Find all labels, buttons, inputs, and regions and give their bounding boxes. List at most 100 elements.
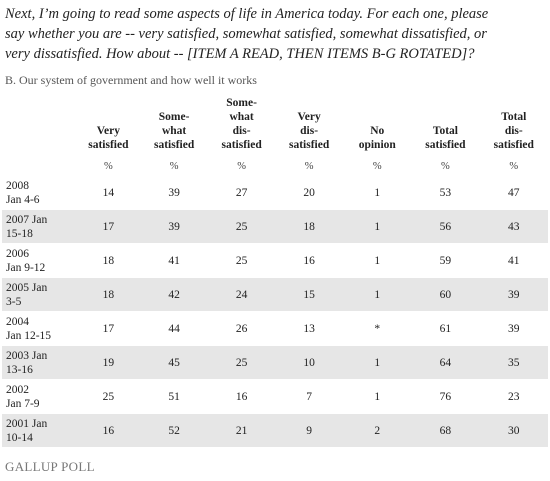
- header-line: No: [370, 125, 385, 137]
- value-cell: 25: [208, 209, 275, 244]
- header-line: Very: [96, 125, 120, 137]
- value-cell: 18: [274, 209, 344, 244]
- value-cell: 59: [411, 243, 480, 278]
- column-header: Total satisfied: [411, 96, 479, 157]
- header-line: satisfied: [288, 139, 330, 151]
- value-cell: 14: [76, 175, 140, 210]
- value-cell: 19: [76, 345, 140, 380]
- value-cell: 16: [76, 413, 140, 447]
- row-label: 2003 Jan 13-16: [2, 345, 77, 380]
- value-cell: 45: [139, 345, 209, 380]
- value-cell: 17: [76, 311, 140, 346]
- value-cell: 1: [343, 243, 412, 278]
- value-cell: 2: [343, 413, 412, 447]
- value-cell: 7: [274, 379, 344, 414]
- question-line: Next, I’m going to read some aspects of …: [5, 6, 489, 22]
- value-cell: 16: [208, 379, 275, 414]
- header-line: satisfied: [88, 139, 129, 151]
- header-line: satisfied: [425, 139, 466, 151]
- header-line: Some-: [158, 111, 190, 123]
- row-label-line: 2002: [6, 383, 29, 396]
- header-line: Some-: [226, 97, 257, 109]
- value-cell: 47: [479, 175, 548, 210]
- value-cell: 64: [411, 345, 480, 380]
- data-row: 2004 Jan 12-15 17 44 26 13 * 61 39: [2, 311, 548, 346]
- header-line: what: [161, 125, 187, 137]
- row-label-line: 15-18: [6, 227, 33, 240]
- column-header: Very satisfied: [77, 96, 140, 157]
- header-line: what: [229, 111, 254, 123]
- question: Next, I’m going to read some aspects of …: [5, 4, 547, 64]
- header-line: Total: [501, 111, 527, 123]
- question-line: say whether you are -- very satisfied, s…: [5, 26, 487, 42]
- value-cell: 23: [479, 379, 548, 414]
- unit-row: %%%%%%%: [2, 156, 548, 176]
- header-line: dis-: [232, 125, 251, 137]
- header-row: Very satisfied Some-what satisfied Some-what…: [2, 96, 548, 157]
- results-table: Very satisfied Some-what satisfied Some-what…: [2, 96, 548, 447]
- value-cell: 56: [411, 209, 480, 244]
- value-cell: 41: [479, 243, 548, 278]
- value-cell: 24: [208, 277, 275, 312]
- header-line: dis-: [300, 125, 319, 137]
- value-cell: 76: [411, 379, 480, 414]
- row-label-line: 2006: [6, 247, 29, 260]
- value-cell: 1: [343, 175, 412, 210]
- data-row: 2006 Jan 9-12 18 41 25 16 1 59 41: [2, 243, 548, 278]
- question-line: very dissatisfied. How about -- [ITEM A …: [5, 46, 475, 62]
- value-cell: 1: [343, 209, 412, 244]
- header-line: Total: [432, 125, 458, 137]
- value-cell: *: [343, 311, 412, 346]
- value-cell: 1: [343, 277, 412, 312]
- unit-cell: %: [411, 156, 480, 176]
- value-cell: 44: [139, 311, 209, 346]
- data-row: 2003 Jan 13-16 19 45 25 10 1 64 35: [2, 345, 548, 380]
- unit-cell: %: [139, 156, 209, 176]
- value-cell: 20: [274, 175, 344, 210]
- value-cell: 42: [139, 277, 209, 312]
- column-header: Some-what dis-satisfied: [208, 96, 275, 157]
- header-line: Very: [297, 111, 321, 123]
- value-cell: 25: [76, 379, 140, 414]
- column-header: Very dis-satisfied: [275, 96, 343, 157]
- value-cell: 41: [139, 243, 209, 278]
- data-row: 2005 Jan 3-5 18 42 24 15 1 60 39: [2, 277, 548, 312]
- column-header: [2, 96, 77, 157]
- value-cell: 10: [274, 345, 344, 380]
- row-label-line: 13-16: [6, 363, 33, 376]
- unit-cell: %: [479, 156, 548, 176]
- header-line: satisfied: [221, 139, 262, 151]
- unit-cell: %: [76, 156, 140, 176]
- value-cell: 61: [411, 311, 480, 346]
- value-cell: 1: [343, 345, 412, 380]
- value-cell: 51: [139, 379, 209, 414]
- column-header: Some-what satisfied: [140, 96, 208, 157]
- value-cell: 52: [139, 413, 209, 447]
- value-cell: 1: [343, 379, 412, 414]
- value-cell: 39: [479, 277, 548, 312]
- value-cell: 26: [208, 311, 275, 346]
- header-line: dis-: [504, 125, 523, 137]
- row-label-line: 2007 Jan: [6, 213, 48, 226]
- data-row: 2001 Jan 10-14 16 52 21 9 2 68 30: [2, 413, 548, 447]
- value-cell: 9: [274, 413, 344, 447]
- value-cell: 35: [479, 345, 548, 380]
- row-label: 2004 Jan 12-15: [2, 311, 77, 346]
- value-cell: 16: [274, 243, 344, 278]
- row-label-line: 2003 Jan: [6, 349, 48, 362]
- cell: [2, 156, 77, 176]
- unit-cell: %: [343, 156, 412, 176]
- column-header: Total dis-satisfied: [480, 96, 548, 157]
- row-label: 2008 Jan 4-6: [2, 175, 77, 210]
- value-cell: 25: [208, 345, 275, 380]
- value-cell: 21: [208, 413, 275, 447]
- value-cell: 68: [411, 413, 480, 447]
- row-label-line: 10-14: [6, 431, 33, 444]
- value-cell: 27: [208, 175, 275, 210]
- footer: GALLUP POLL: [5, 459, 95, 474]
- row-label: 2007 Jan 15-18: [2, 209, 77, 244]
- row-label: 2002 Jan 7-9: [2, 379, 77, 414]
- row-label-line: 2008: [6, 179, 29, 192]
- data-row: 2008 Jan 4-6 14 39 27 20 1 53 47: [2, 175, 548, 210]
- row-label: 2001 Jan 10-14: [2, 413, 77, 447]
